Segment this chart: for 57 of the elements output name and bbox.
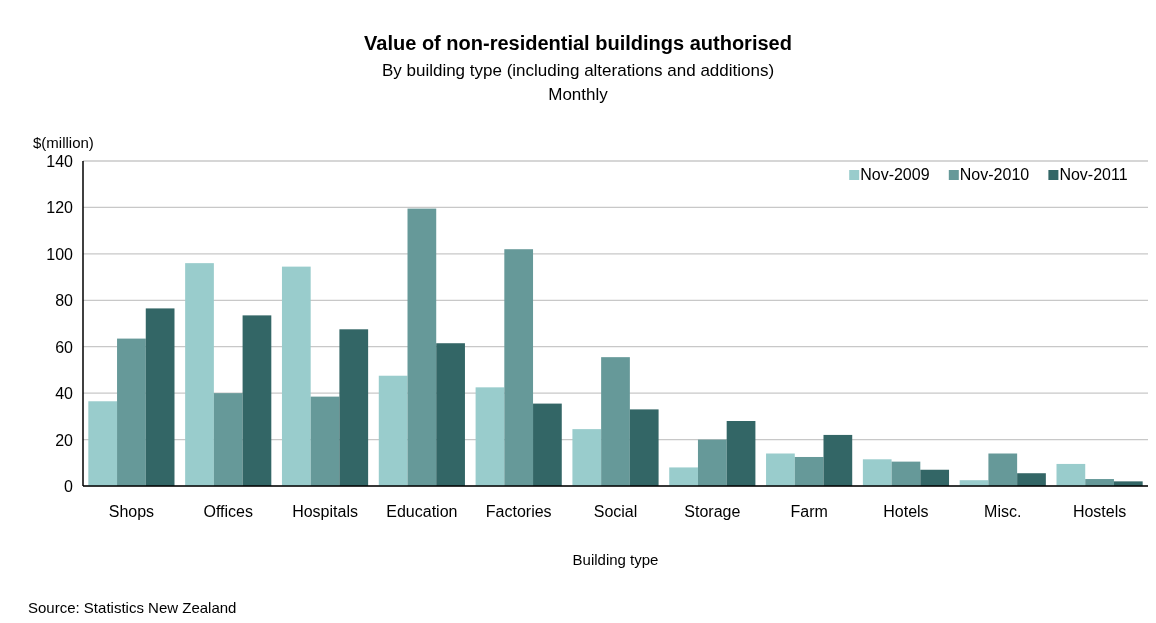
bar <box>726 421 756 486</box>
x-tick-label: Offices <box>203 503 253 520</box>
bar <box>213 393 243 486</box>
legend-label: Nov-2011 <box>1059 166 1128 183</box>
bar <box>862 459 892 486</box>
x-tick-label: Hospitals <box>292 503 358 520</box>
bar <box>1056 463 1086 486</box>
y-tick-label: 60 <box>55 338 74 356</box>
bar <box>669 467 698 486</box>
x-tick-label: Social <box>593 503 638 520</box>
x-tick-label: Hotels <box>883 503 929 520</box>
legend-label: Nov-2010 <box>959 166 1030 183</box>
bar <box>533 403 562 486</box>
x-axis-title: Building type <box>572 551 659 568</box>
bar <box>281 266 311 486</box>
x-tick-label: Education <box>386 503 458 520</box>
bar <box>891 461 921 486</box>
bar <box>988 453 1018 486</box>
x-tick-label: Farm <box>790 503 828 520</box>
y-tick-label: 120 <box>46 199 74 217</box>
bar <box>920 469 950 486</box>
legend-label: Nov-2009 <box>860 166 930 183</box>
y-tick-label: 100 <box>46 245 74 263</box>
y-tick-label: 140 <box>46 153 74 170</box>
bar <box>339 329 369 486</box>
chart-title: Value of non-residential buildings authorised <box>364 32 792 54</box>
y-tick-label: 0 <box>64 478 74 495</box>
y-axis-title: $(million) <box>33 134 94 151</box>
x-tick-label: Storage <box>684 503 741 520</box>
x-tick-label: Factories <box>485 503 552 520</box>
bar <box>629 409 659 486</box>
bar <box>823 434 853 486</box>
bar <box>242 315 272 486</box>
x-tick-label: Hostels <box>1072 503 1127 520</box>
bar <box>310 396 340 486</box>
bar <box>1017 473 1046 486</box>
x-tick-label: Misc. <box>984 503 1022 520</box>
source-note: Source: Statistics New Zealand <box>28 599 237 616</box>
bar <box>475 387 505 486</box>
bar <box>504 249 534 486</box>
bar <box>378 375 408 486</box>
bar <box>766 453 795 486</box>
x-tick-label: Shops <box>108 503 155 520</box>
bar <box>794 456 824 486</box>
chart-subtitle: By building type (including alterations and additions) Monthly <box>381 61 775 104</box>
y-tick-label: 20 <box>55 431 74 449</box>
y-tick-label: 80 <box>55 292 74 310</box>
bar <box>436 343 465 486</box>
bar <box>601 357 630 486</box>
bar <box>407 208 437 486</box>
y-tick-label: 40 <box>55 385 74 403</box>
bar <box>88 401 118 486</box>
bar <box>572 429 602 486</box>
bar <box>185 263 214 486</box>
bar <box>697 439 727 486</box>
bar <box>117 338 146 486</box>
bar <box>145 308 175 486</box>
